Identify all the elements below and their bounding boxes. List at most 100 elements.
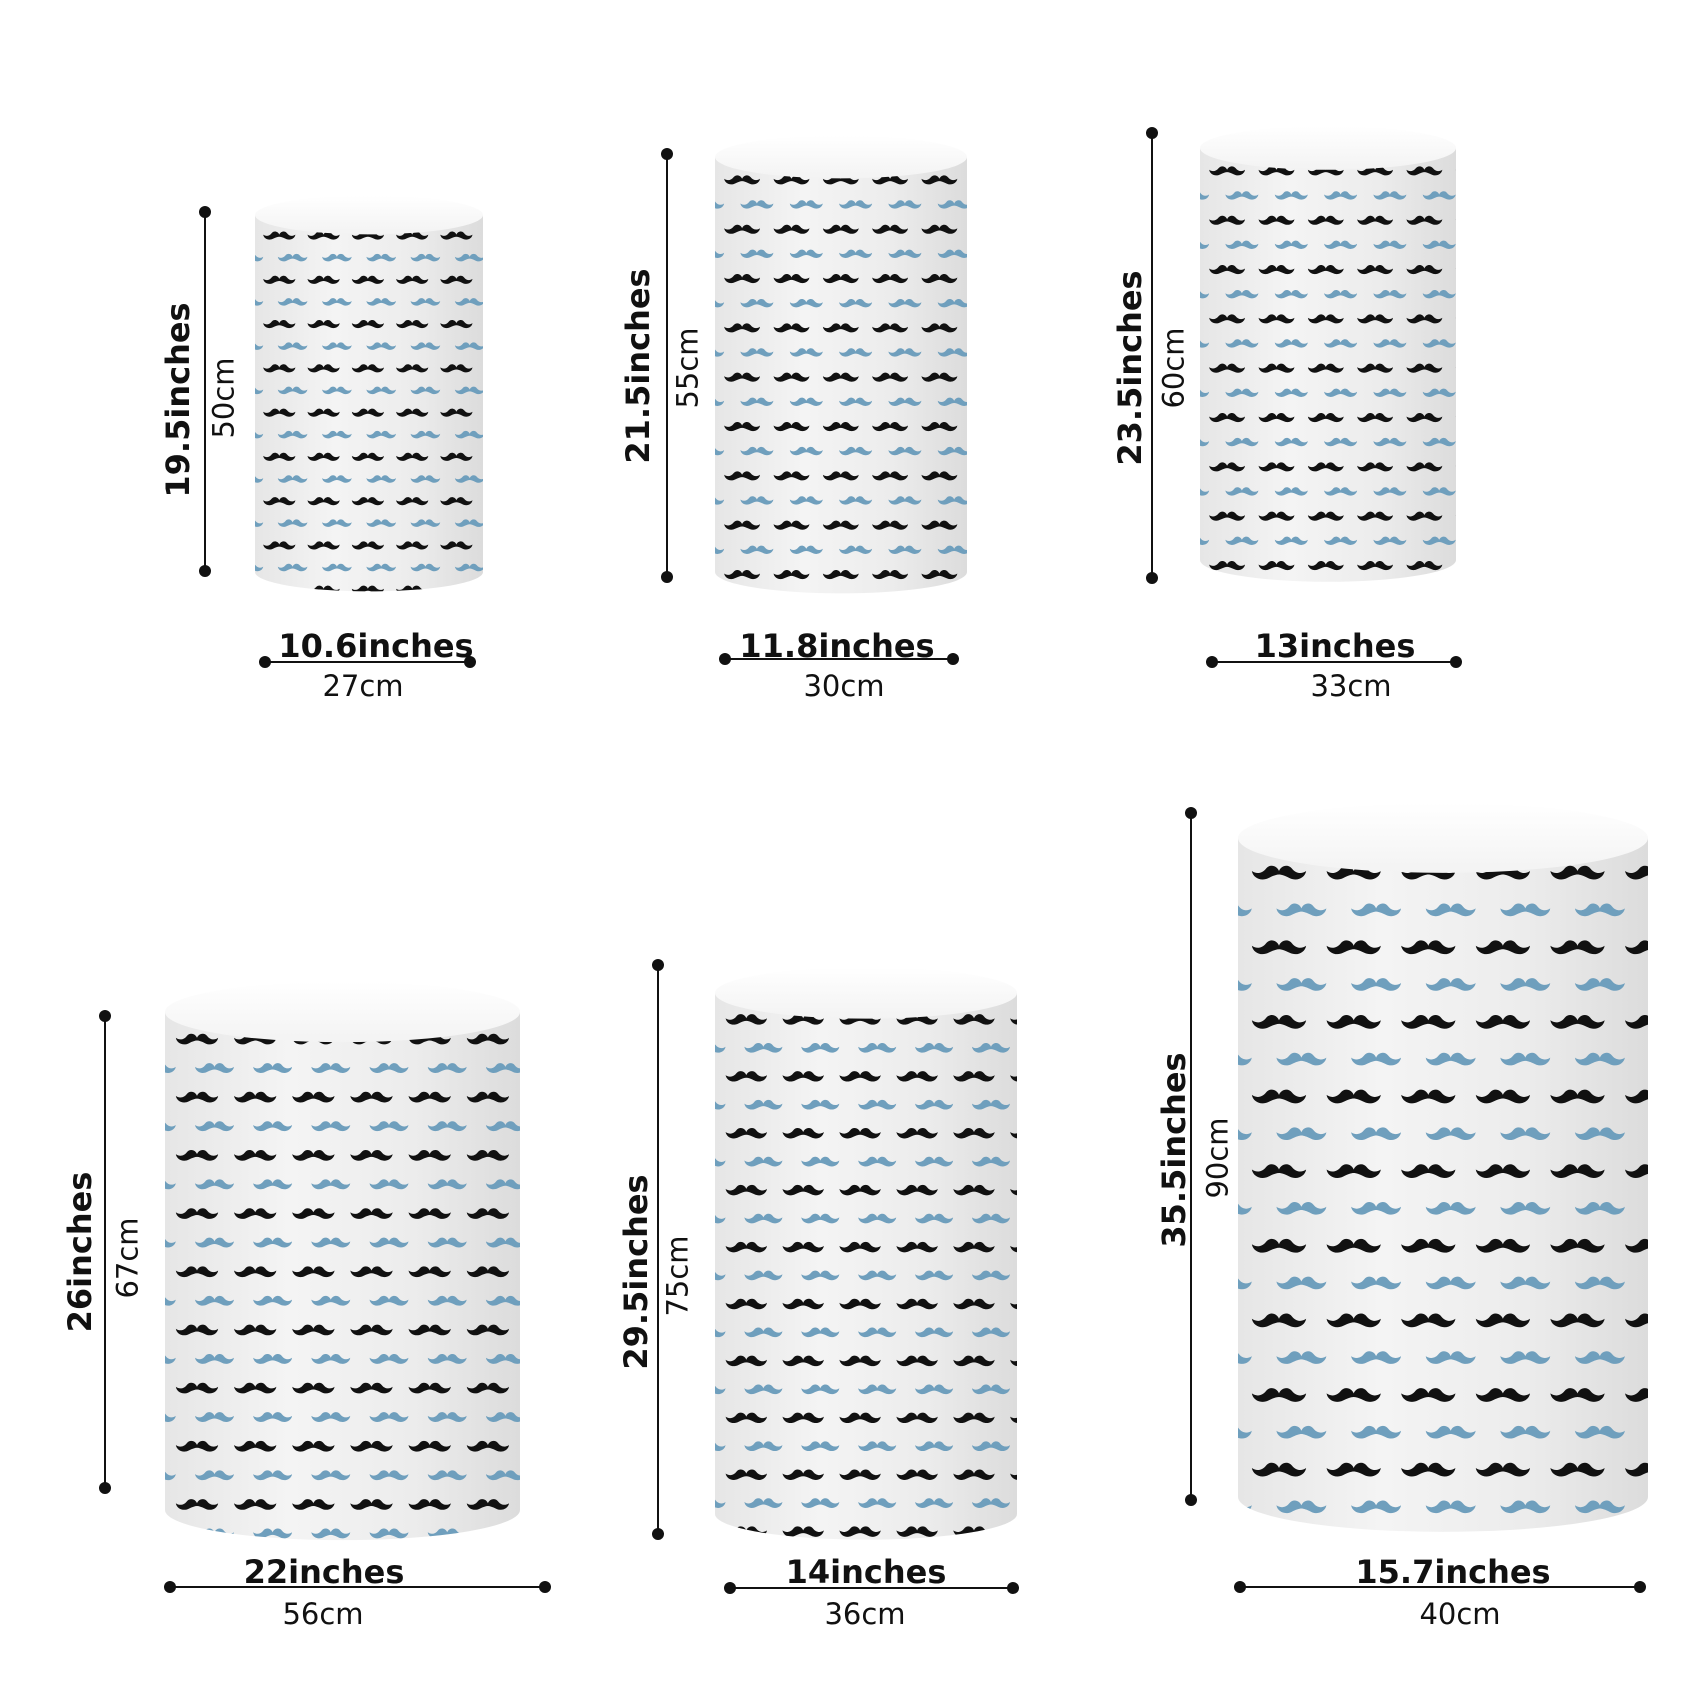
plinth-4-body [165, 1012, 520, 1541]
mustache-icon-blue [499, 298, 529, 305]
plinth-1-height-line [199, 206, 211, 577]
mustache-icon-blue [1472, 389, 1505, 397]
mustache-icon-black [675, 225, 711, 234]
mustache-icon-black [485, 453, 517, 461]
mustache-icon-blue [1650, 1500, 1700, 1513]
mustache-icon-black [485, 320, 517, 328]
mustache-icon-black [669, 1356, 710, 1366]
mustache-icon-black [1160, 413, 1196, 422]
plinth-6-width-inches: 15.7inches [1355, 1553, 1551, 1591]
mustache-icon-blue [1029, 1157, 1067, 1167]
mustache-icon-black [440, 585, 473, 592]
mustache-icon-black [971, 175, 1007, 184]
plinth-2 [675, 135, 1020, 594]
mustache-icon-black [118, 1325, 160, 1336]
mustache-icon-blue [1029, 1214, 1067, 1224]
mustache-icon-blue [485, 1528, 520, 1539]
mustache-icon-black [1160, 512, 1196, 521]
plinth-2-width-cm: 30cm [803, 669, 885, 703]
mustache-icon-black [1455, 462, 1456, 472]
mustache-icon-blue [1029, 1385, 1067, 1395]
plinth-4-height-cm: 67cm [110, 1217, 145, 1299]
plinth-4-height-line [99, 1010, 111, 1494]
mustache-icon-black [118, 1383, 160, 1394]
plinth-5-height-inches: 29.5inches [617, 1174, 655, 1370]
mustache-icon-black [675, 422, 711, 431]
mustache-icon-black [675, 274, 711, 283]
mustache-icon-black [971, 373, 1007, 382]
plinth-2-top [715, 135, 967, 179]
mustache-icon-blue [499, 254, 529, 261]
plinth-6-width-line [1234, 1581, 1646, 1593]
mustache-icon-blue [544, 1354, 583, 1364]
mustache-icon-blue [544, 1412, 583, 1422]
mustache-icon-black [118, 1499, 160, 1510]
mustache-icon-blue [1650, 978, 1700, 991]
mustache-icon-black [1160, 166, 1196, 175]
mustache-icon-black [525, 1092, 567, 1103]
mustache-icon-black [485, 586, 517, 594]
mustache-icon-blue [1472, 241, 1505, 249]
mustache-icon-black [1455, 511, 1456, 521]
mustache-icon-blue [1029, 1328, 1067, 1338]
mustache-icon-black [525, 1034, 567, 1045]
mustache-icon-black [971, 471, 1007, 480]
mustache-icon-blue [1029, 1271, 1067, 1281]
plinth-1-body [255, 215, 483, 592]
mustache-icon-blue [499, 564, 529, 571]
plinth-3-height-inches: 23.5inches [1111, 270, 1149, 466]
mustache-icon-black [971, 225, 1007, 234]
mustache-icon-blue [1029, 1498, 1067, 1508]
mustache-icon-blue [544, 1063, 583, 1073]
mustache-icon-black [219, 231, 251, 239]
plinth-6-top [1238, 803, 1648, 873]
mustache-icon-blue [1472, 487, 1505, 495]
mustache-icon-black [1455, 265, 1456, 275]
plinth-3-top [1200, 126, 1456, 170]
mustache-icon-blue [499, 519, 529, 526]
plinth-2-width-line [719, 653, 959, 665]
plinth-3-width-inches: 13inches [1254, 627, 1416, 665]
plinth-1-height-cm: 50cm [206, 357, 241, 439]
mustache-icon-blue [987, 496, 1020, 504]
mustache-icon-black [485, 364, 517, 372]
mustache-icon-black [485, 231, 517, 239]
mustache-icon-blue [987, 447, 1020, 455]
mustache-icon-black [971, 323, 1007, 332]
mustache-icon-black [669, 1185, 710, 1195]
mustache-icon-black [1010, 1526, 1017, 1537]
mustache-icon-black [525, 1325, 567, 1336]
mustache-icon-black [1177, 1463, 1231, 1477]
mustache-icon-black [971, 570, 1007, 579]
mustache-icon-blue [1650, 1053, 1700, 1066]
mustache-icon-blue [1650, 1426, 1700, 1439]
plinth-6-height-line [1185, 807, 1197, 1506]
mustache-icon-blue [544, 1121, 583, 1131]
plinth-5-height-line [652, 959, 664, 1540]
mustache-icon-black [1160, 561, 1196, 570]
plinth-3-width-cm: 33cm [1310, 669, 1392, 703]
mustache-icon-blue [544, 1529, 583, 1539]
mustache-icon-black [1177, 1388, 1231, 1402]
mustache-icon-black [669, 1526, 710, 1536]
mustache-icon-black [1455, 363, 1456, 373]
mustache-icon-black [669, 1413, 710, 1423]
mustache-icon-black [669, 1469, 710, 1479]
plinth-2-height-cm: 55cm [670, 327, 705, 409]
mustache-icon-black [525, 1441, 567, 1452]
mustache-icon-blue [987, 200, 1020, 208]
plinth-5-top [715, 967, 1017, 1019]
mustache-icon-black [219, 320, 251, 328]
mustache-icon-black [675, 570, 711, 579]
mustache-icon-black [485, 497, 517, 505]
plinth-2-height-inches: 21.5inches [619, 268, 657, 464]
mustache-icon-black [971, 422, 1007, 431]
mustache-icon-blue [165, 1528, 176, 1539]
plinth-5-width-line [724, 1582, 1019, 1594]
plinth-3-width-line [1206, 656, 1462, 668]
mustache-icon-black [219, 276, 251, 284]
mustache-icon-black [675, 471, 711, 480]
plinth-5-body [715, 993, 1017, 1540]
